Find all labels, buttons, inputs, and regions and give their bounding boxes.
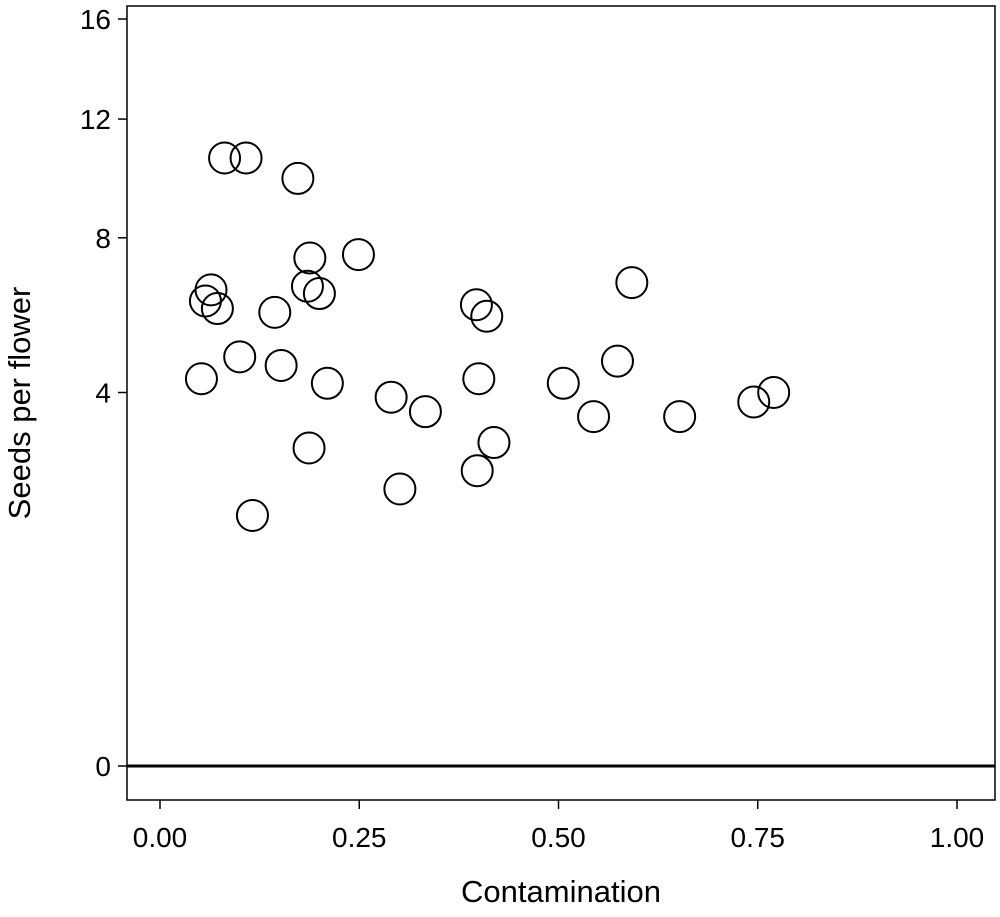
data-point [460, 454, 494, 488]
x-tick-label: 0.25 [332, 822, 387, 853]
y-tick-label: 8 [95, 223, 111, 254]
x-tick-label: 0.75 [731, 822, 786, 853]
data-point [264, 348, 298, 382]
data-point [290, 269, 324, 303]
data-point [208, 141, 242, 175]
data-point [188, 284, 222, 318]
data-point [302, 277, 336, 311]
data-point [757, 376, 791, 409]
data-point [577, 400, 611, 434]
data-point [408, 395, 442, 429]
y-axis-title: Seeds per flower [2, 287, 37, 520]
x-tick-label: 0.50 [531, 822, 586, 853]
data-point [737, 385, 771, 419]
data-point [258, 295, 292, 329]
x-tick-label: 1.00 [930, 822, 985, 853]
data-point [462, 362, 496, 396]
data-point [546, 366, 580, 400]
x-axis-title: Contamination [461, 874, 661, 909]
x-axis: 0.00 0.25 0.50 0.75 1.00 [133, 800, 985, 853]
data-point [383, 472, 417, 506]
data-point [600, 344, 634, 378]
data-point [223, 340, 257, 374]
y-tick-label: 4 [95, 378, 111, 409]
data-point [459, 288, 493, 322]
plot-frame [126, 5, 996, 801]
data-point [200, 292, 234, 326]
data-point [281, 161, 315, 195]
y-tick-label: 12 [80, 104, 111, 135]
data-point [615, 266, 649, 300]
x-tick-label: 0.00 [133, 822, 188, 853]
y-tick-label: 16 [80, 4, 111, 35]
data-point [184, 362, 218, 396]
data-point [663, 400, 697, 434]
data-point [310, 366, 344, 400]
data-point [477, 426, 511, 460]
data-point [341, 238, 375, 272]
data-points [184, 141, 791, 532]
data-point [229, 141, 263, 175]
y-axis: 0 4 8 12 16 [80, 4, 127, 782]
data-point [374, 380, 408, 414]
data-point [293, 241, 327, 275]
y-tick-label: 0 [95, 751, 111, 782]
data-point [292, 431, 326, 465]
data-point [235, 498, 269, 532]
data-point [470, 299, 504, 333]
